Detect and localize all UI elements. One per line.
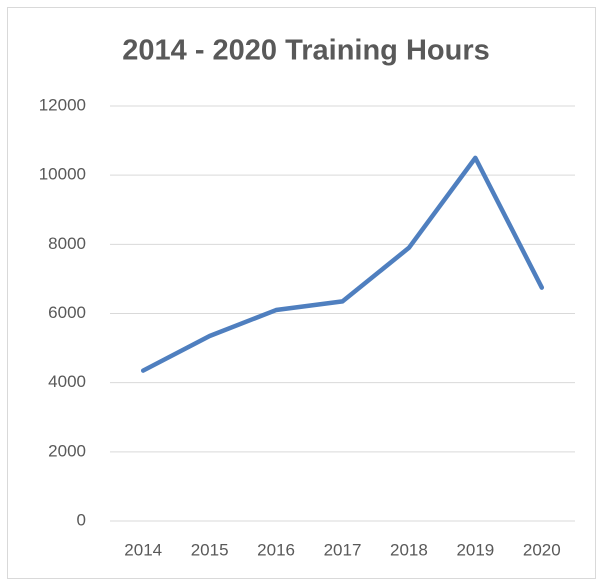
chart-frame [7, 7, 596, 579]
y-tick-label: 0 [77, 510, 86, 529]
x-tick-label: 2020 [523, 540, 561, 559]
x-tick-label: 2017 [324, 540, 362, 559]
data-line [140, 155, 545, 373]
y-tick-label: 10000 [39, 165, 86, 184]
y-tick-label: 2000 [48, 441, 86, 460]
x-tick-label: 2016 [257, 540, 295, 559]
y-tick-label: 6000 [48, 303, 86, 322]
x-tick-label: 2019 [456, 540, 494, 559]
y-tick-label: 4000 [48, 372, 86, 391]
x-tick-label: 2018 [390, 540, 428, 559]
x-tick-label: 2015 [191, 540, 229, 559]
y-tick-label: 12000 [39, 95, 86, 114]
x-tick-label: 2014 [124, 540, 162, 559]
y-tick-label: 8000 [48, 234, 86, 253]
chart-title: 2014 - 2020 Training Hours [122, 35, 489, 67]
